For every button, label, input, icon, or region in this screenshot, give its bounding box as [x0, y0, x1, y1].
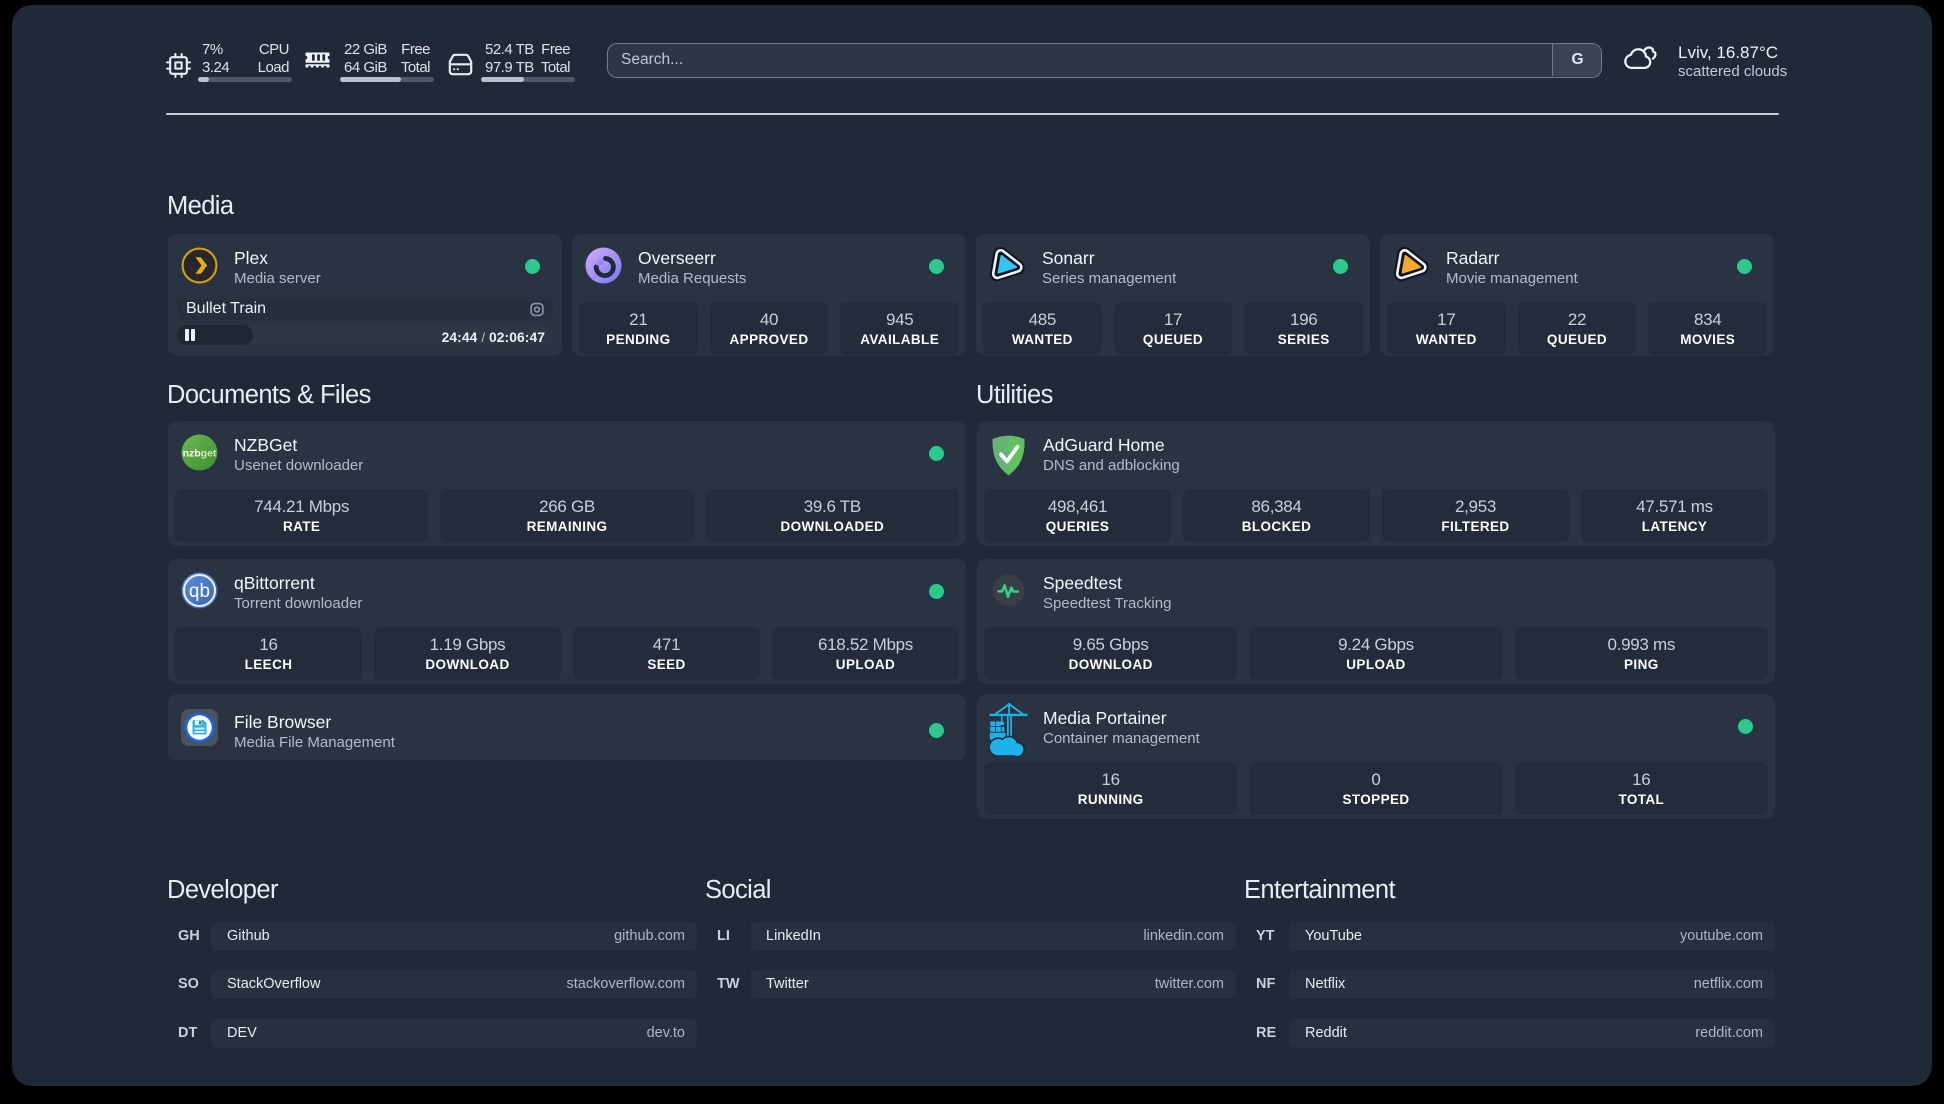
svg-text:qb: qb: [189, 581, 210, 602]
svg-text:nzbget: nzbget: [183, 448, 217, 460]
